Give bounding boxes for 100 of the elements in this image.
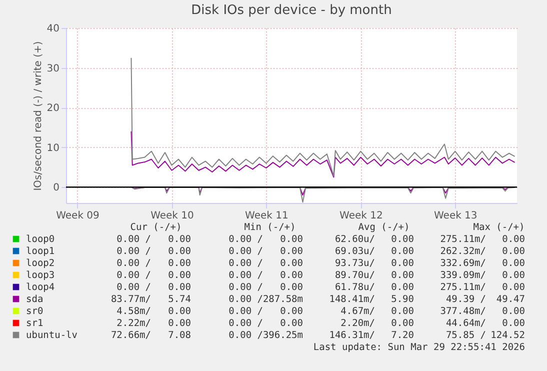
text: 0.00 bbox=[502, 246, 526, 257]
text: 0.00 bbox=[168, 306, 192, 317]
text: 0.00 bbox=[280, 318, 304, 329]
text: 0.00 / bbox=[228, 246, 263, 257]
text: 49.39 / bbox=[446, 294, 486, 305]
text: 0.00 bbox=[168, 318, 192, 329]
text: Max (-/+) bbox=[473, 222, 525, 233]
text: 4.58m/ bbox=[116, 306, 151, 317]
text: 0.00 / bbox=[228, 282, 263, 293]
text: 275.11m/ bbox=[440, 282, 486, 293]
text: 49.47 bbox=[496, 294, 525, 305]
text: 287.58m bbox=[262, 294, 304, 305]
legend-label: loop0 bbox=[26, 234, 55, 245]
text: 69.03u/ bbox=[334, 246, 375, 257]
legend-label: loop2 bbox=[26, 258, 55, 269]
legend-label: loop3 bbox=[26, 270, 55, 281]
text: 0.00 bbox=[502, 318, 526, 329]
x-tick-label: Week 12 bbox=[340, 210, 383, 222]
text: 0.00 bbox=[168, 258, 192, 269]
x-tick-label: Week 13 bbox=[434, 210, 478, 222]
text: 0.00 / bbox=[228, 330, 263, 341]
text: 0.00 bbox=[280, 282, 304, 293]
text: 0.00 bbox=[502, 258, 526, 269]
text: 0.00 bbox=[502, 282, 526, 293]
text: Min (-/+) bbox=[244, 222, 296, 233]
text: 0.00 bbox=[502, 306, 526, 317]
text: 124.52 bbox=[490, 330, 525, 341]
y-axis-title: IOs/second read (-) / write (+) bbox=[32, 41, 44, 191]
text: 72.66m/ bbox=[110, 330, 151, 341]
text: 0.00 / bbox=[116, 282, 151, 293]
y-tick-label: 20 bbox=[46, 103, 60, 114]
legend-label: sr1 bbox=[26, 318, 44, 329]
text: 89.70u/ bbox=[334, 270, 375, 281]
text: 0.00 / bbox=[228, 234, 263, 245]
x-tick-label: Week 11 bbox=[245, 210, 288, 222]
text: 396.25m bbox=[262, 330, 304, 341]
text: 4.67m/ bbox=[340, 306, 375, 317]
legend-label: ubuntu-lv bbox=[26, 330, 78, 341]
text: 0.00 bbox=[391, 318, 414, 329]
text: 44.64m/ bbox=[446, 318, 486, 329]
y-tick-label: 0 bbox=[53, 182, 60, 194]
text: 5.74 bbox=[168, 294, 192, 305]
chart-title: Disk IOs per device - by month bbox=[191, 3, 392, 18]
text: 275.11m/ bbox=[440, 234, 486, 245]
text: 0.00 bbox=[168, 246, 192, 257]
text: 0.00 / bbox=[116, 270, 151, 281]
text: 262.32m/ bbox=[440, 246, 486, 257]
text: 0.00 bbox=[502, 270, 526, 281]
text: 0.00 / bbox=[116, 234, 151, 245]
x-tick-label: Week 09 bbox=[56, 210, 100, 222]
text: 0.00 bbox=[280, 306, 304, 317]
legend-label: loop1 bbox=[26, 246, 55, 257]
text: 146.31m/ bbox=[329, 330, 375, 341]
text: 0.00 / bbox=[228, 294, 263, 305]
text: 377.48m/ bbox=[440, 306, 486, 317]
text: 339.09m/ bbox=[440, 270, 486, 281]
line-series bbox=[130, 186, 516, 203]
legend-label: sr0 bbox=[26, 306, 44, 317]
text: 2.20m/ bbox=[340, 318, 375, 329]
text: 62.60u/ bbox=[334, 234, 375, 245]
text: 61.78u/ bbox=[334, 282, 375, 293]
text: 0.00 / bbox=[228, 306, 263, 317]
legend-label: loop4 bbox=[26, 282, 55, 293]
text: 0.00 bbox=[280, 234, 304, 245]
text: 0.00 / bbox=[228, 258, 263, 269]
text: 0.00 bbox=[391, 282, 414, 293]
text: 0.00 bbox=[168, 270, 192, 281]
text: 0.00 / bbox=[116, 246, 151, 257]
text: 93.73u/ bbox=[334, 258, 375, 269]
text: 0.00 bbox=[391, 258, 414, 269]
line-series bbox=[130, 57, 516, 176]
text: 0.00 bbox=[391, 306, 414, 317]
x-tick-label: Week 10 bbox=[150, 210, 194, 222]
text: 0.00 bbox=[280, 258, 304, 269]
line-series bbox=[130, 130, 516, 178]
text: 0.00 / bbox=[116, 258, 151, 269]
text: 0.00 / bbox=[228, 270, 263, 281]
text: 75.85 / bbox=[446, 330, 486, 341]
y-tick-label: 30 bbox=[46, 63, 60, 74]
text: 0.00 bbox=[391, 270, 414, 281]
text: 0.00 bbox=[168, 282, 192, 293]
y-tick-label: 10 bbox=[46, 142, 60, 154]
text: 0.00 bbox=[168, 234, 192, 245]
text: 83.77m/ bbox=[110, 294, 151, 305]
text: Avg (-/+) bbox=[358, 222, 410, 233]
text: 0.00 / bbox=[228, 318, 263, 329]
text: 332.69m/ bbox=[440, 258, 486, 269]
y-tick-label: 40 bbox=[46, 24, 60, 34]
text: 0.00 bbox=[391, 234, 414, 245]
text: 0.00 bbox=[280, 270, 304, 281]
text: Cur (-/+) bbox=[130, 222, 182, 233]
text: 0.00 bbox=[391, 246, 414, 257]
text: 7.20 bbox=[391, 330, 414, 341]
text: Last update: Sun Mar 29 22:55:41 2026 bbox=[313, 342, 526, 353]
text: 7.08 bbox=[168, 330, 192, 341]
text: 2.22m/ bbox=[116, 318, 151, 329]
text: 0.00 bbox=[280, 246, 304, 257]
text: 5.90 bbox=[391, 294, 414, 305]
text: 148.41m/ bbox=[329, 294, 375, 305]
legend-label: sda bbox=[26, 294, 44, 305]
